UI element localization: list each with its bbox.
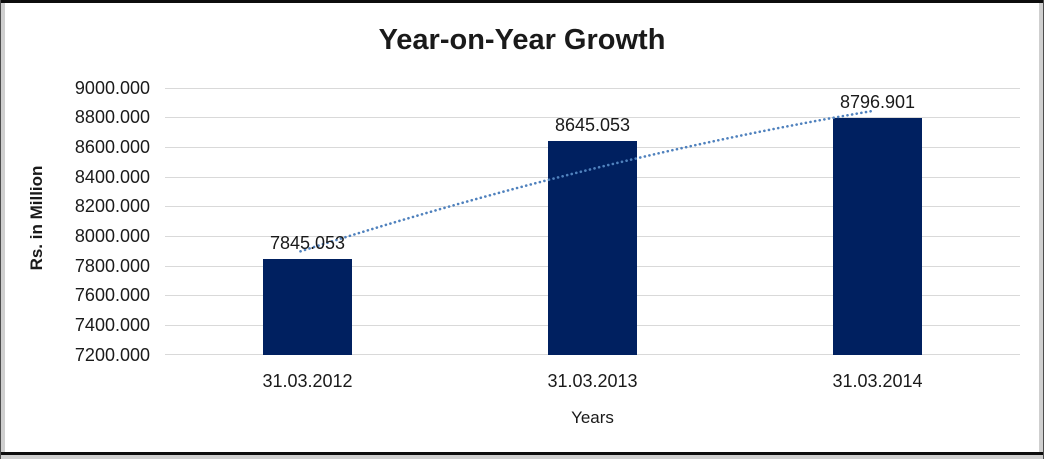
x-axis-title: Years bbox=[571, 408, 614, 427]
bars-layer bbox=[165, 88, 1020, 355]
bar-value-label: 8796.901 bbox=[839, 92, 916, 113]
y-axis-tick-label: 8200.000 bbox=[74, 196, 150, 217]
trendline-path bbox=[299, 109, 873, 253]
y-axis-tick-label: 8800.000 bbox=[74, 107, 150, 128]
y-axis-tick-label: 8400.000 bbox=[74, 166, 150, 187]
frame-border-bottom-shadow bbox=[0, 455, 1044, 459]
x-category-label: 31.03.2012 bbox=[262, 371, 353, 391]
frame-border-top bbox=[0, 0, 1044, 3]
x-category-label: 31.03.2013 bbox=[547, 371, 638, 391]
y-axis-tick-label: 7400.000 bbox=[74, 314, 150, 335]
gridline bbox=[165, 88, 1020, 89]
frame-border-left-shadow bbox=[1, 3, 5, 452]
bar bbox=[263, 259, 352, 355]
bar-labels-layer: 7845.053 8645.053 8796.901 bbox=[165, 88, 1020, 355]
y-axis-tick-label: 7600.000 bbox=[74, 285, 150, 306]
gridline bbox=[165, 117, 1020, 119]
chart-title: Year-on-Year Growth bbox=[378, 24, 666, 56]
y-axis-tick-label: 7800.000 bbox=[74, 255, 150, 276]
y-axis-tick-label: 8000.000 bbox=[74, 225, 150, 246]
x-axis-category-labels: 31.03.2012 31.03.2013 31.03.2014 bbox=[165, 371, 1020, 393]
frame-border-right-shadow bbox=[1039, 3, 1043, 452]
x-category-label: 31.03.2014 bbox=[832, 371, 923, 391]
frame-border-bottom bbox=[0, 452, 1044, 455]
y-axis: 9000.000 8800.000 8600.000 8400.000 8200.000… bbox=[38, 78, 150, 364]
y-axis-tick-label: 9000.000 bbox=[74, 77, 150, 98]
y-axis-tick-label: 7200.000 bbox=[74, 344, 150, 365]
bar-value-label: 7845.053 bbox=[269, 233, 346, 254]
y-axis-tick-label: 8600.000 bbox=[74, 136, 150, 157]
frame-border-left bbox=[0, 0, 1, 459]
bar bbox=[833, 118, 922, 355]
bar-value-label: 8645.053 bbox=[554, 114, 631, 135]
plot-area: 7845.053 8645.053 8796.901 bbox=[165, 88, 1020, 355]
trendline bbox=[299, 109, 873, 253]
